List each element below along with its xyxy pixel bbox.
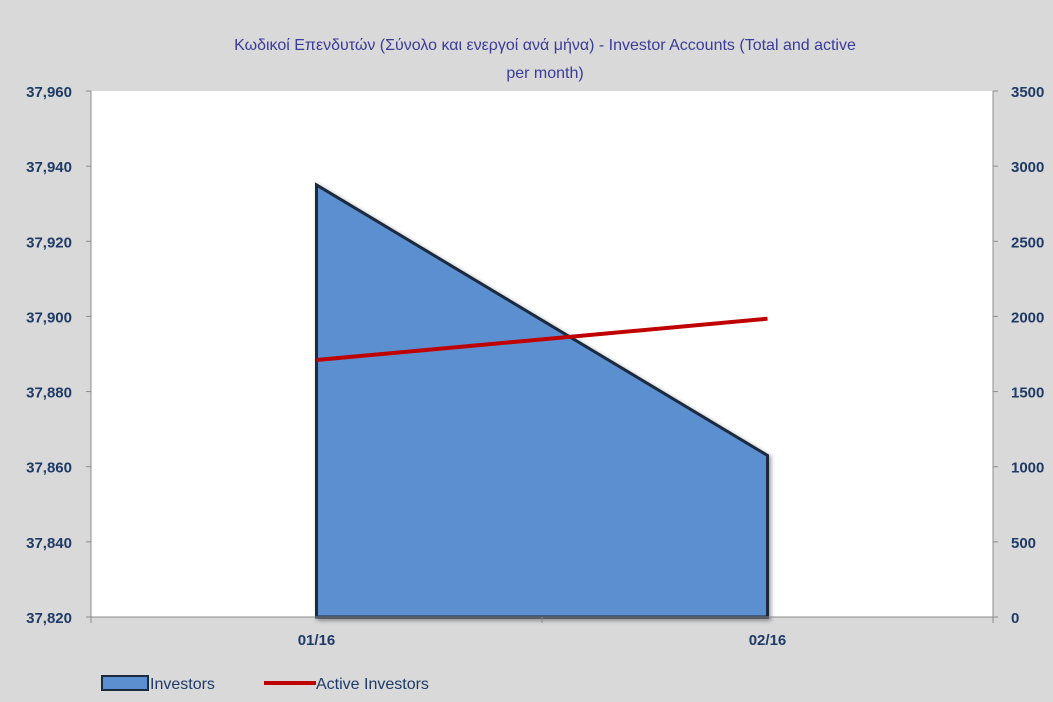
active-investors-line-series (316, 316, 768, 363)
axes (86, 90, 998, 623)
left-axis-tick-label: 37,880 (26, 385, 72, 402)
legend: Investors Active Investors (101, 675, 429, 693)
right-axis-tick-labels: 0 500 1000 1500 2000 2500 3000 3500 (1011, 84, 1044, 627)
legend-label-active-investors: Active Investors (316, 676, 429, 693)
right-axis-tick-label: 2500 (1011, 234, 1044, 251)
legend-label-investors: Investors (150, 676, 215, 693)
right-axis-tick-label: 3000 (1011, 159, 1044, 176)
right-axis-tick-label: 3500 (1011, 84, 1044, 101)
left-axis-tick-label: 37,860 (26, 460, 72, 477)
chart-title-line2: per month) (506, 65, 583, 82)
right-axis-tick-label: 500 (1011, 535, 1036, 552)
right-axis-tick-label: 2000 (1011, 309, 1044, 326)
left-axis-tick-labels: 37,820 37,840 37,860 37,880 37,900 37,920 37,9… (26, 84, 72, 627)
right-axis-tick-label: 1500 (1011, 385, 1044, 402)
x-axis-tick-labels: 01/16 02/16 (298, 632, 787, 649)
left-axis-tick-label: 37,940 (26, 159, 72, 176)
x-axis-tick-label: 02/16 (749, 632, 787, 649)
left-axis-tick-label: 37,920 (26, 234, 72, 251)
left-axis-tick-label: 37,960 (26, 84, 72, 101)
left-axis-tick-label: 37,900 (26, 309, 72, 326)
active-investors-line (316, 316, 768, 363)
chart-title-line1: Κωδικοί Επενδυτών (Σύνολο και ενεργοί αν… (234, 37, 856, 54)
legend-swatch-investors (101, 675, 149, 691)
right-axis-tick-label: 1000 (1011, 460, 1044, 477)
left-axis-tick-label: 37,820 (26, 610, 72, 627)
left-axis-tick-label: 37,840 (26, 535, 72, 552)
x-axis-tick-label: 01/16 (298, 632, 336, 649)
right-axis-tick-label: 0 (1011, 610, 1019, 627)
